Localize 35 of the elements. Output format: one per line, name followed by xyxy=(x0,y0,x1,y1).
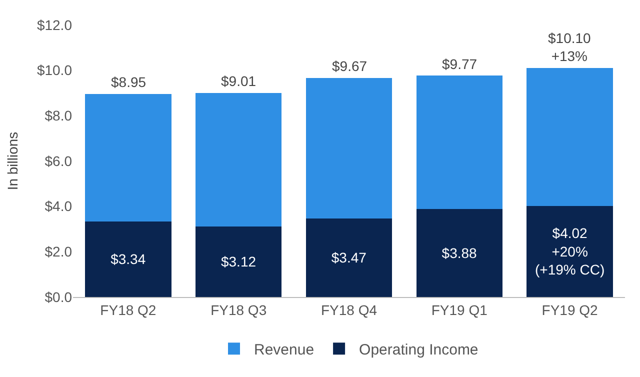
y-tick-label: $0.0 xyxy=(44,288,72,305)
data-label: $3.12 xyxy=(220,254,256,270)
y-tick-label: $2.0 xyxy=(44,244,72,260)
y-tick-label: $4.0 xyxy=(44,198,72,214)
bar xyxy=(526,206,613,297)
bar xyxy=(416,209,502,297)
x-tick-label: FY19 Q2 xyxy=(542,302,598,318)
x-tick-label: FY18 Q2 xyxy=(100,302,156,318)
y-tick-label: $6.0 xyxy=(44,152,72,169)
total-label: $9.67 xyxy=(332,58,368,74)
data-label: $3.88 xyxy=(442,245,478,262)
total-label: $10.10 +13% xyxy=(548,30,592,64)
bar xyxy=(526,68,613,206)
total-label: $8.95 xyxy=(111,74,146,90)
y-tick-label: $10.0 xyxy=(36,62,72,78)
data-label: $3.34 xyxy=(110,251,146,268)
y-axis-title: In billions xyxy=(4,132,21,190)
bar xyxy=(306,218,392,297)
legend-label: Revenue xyxy=(254,341,314,358)
y-tick-label: $8.0 xyxy=(44,108,72,124)
bar xyxy=(416,76,502,210)
data-label: $3.47 xyxy=(331,250,367,266)
bar xyxy=(196,226,282,297)
x-tick-label: FY18 Q4 xyxy=(320,302,378,318)
x-tick-label: FY19 Q1 xyxy=(431,302,488,318)
data-label: $4.02 +20% (+19% CC) xyxy=(534,225,605,278)
total-label: $9.01 xyxy=(221,73,256,89)
bar xyxy=(85,221,172,297)
x-tick-label: FY18 Q3 xyxy=(210,302,267,318)
total-label: $9.77 xyxy=(442,56,478,72)
bar xyxy=(196,92,282,226)
y-tick-label: $12.0 xyxy=(36,16,72,33)
bar xyxy=(85,94,172,222)
legend-label: Operating Income xyxy=(359,341,478,358)
bar xyxy=(306,78,392,218)
